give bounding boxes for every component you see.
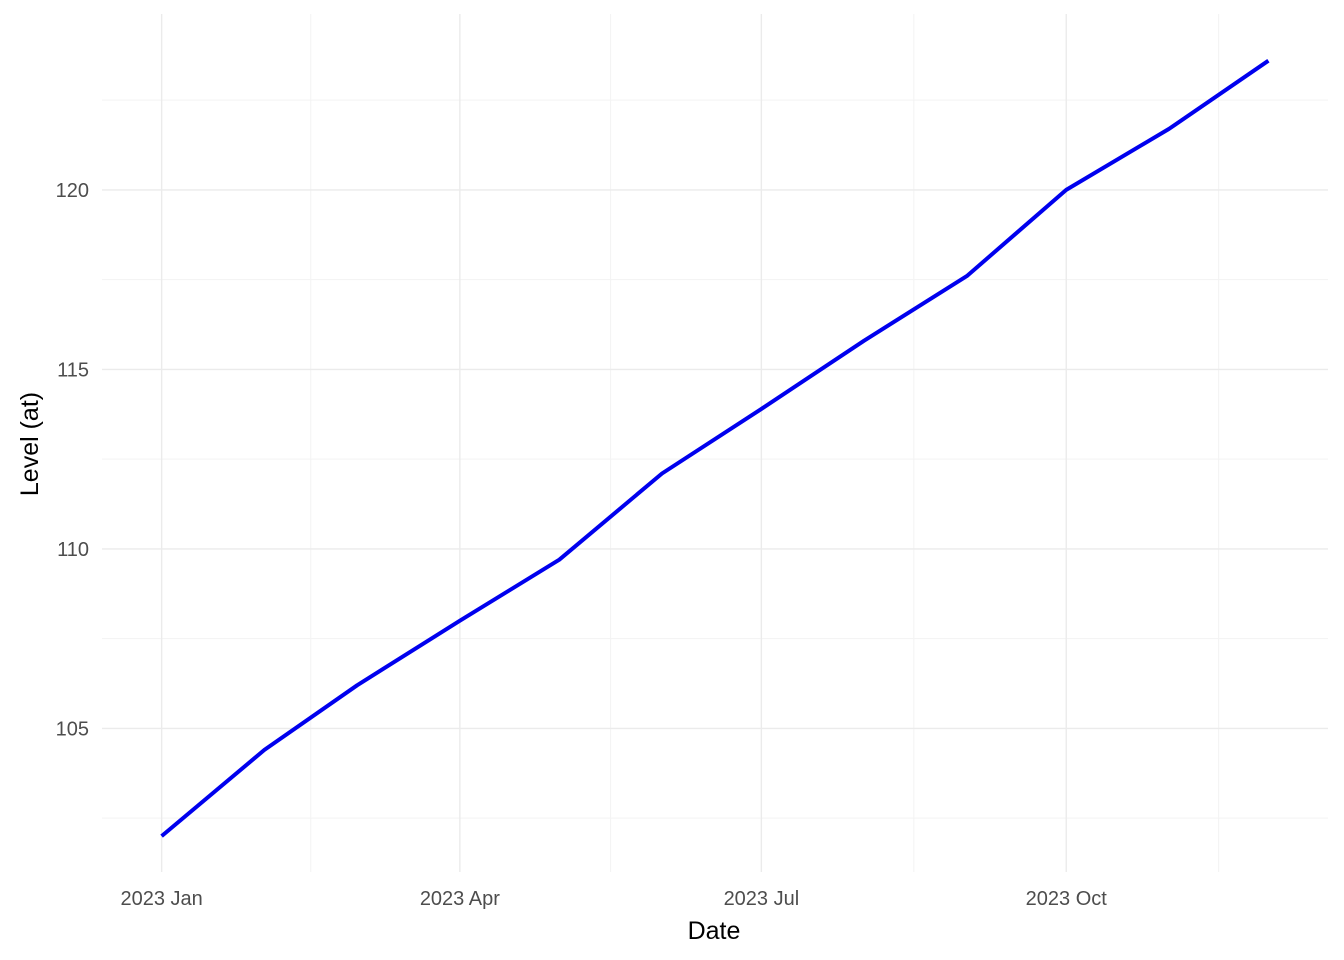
tick-labels: 105 110 115 120 2023 Jan 2023 Apr 2023 Jul 2023… (56, 180, 1108, 910)
y-tick-label: 120 (56, 180, 89, 202)
y-tick-label: 115 (57, 359, 89, 381)
grid (102, 14, 1328, 872)
x-tick-label: 2023 Jan (120, 888, 202, 910)
x-tick-label: 2023 Oct (1026, 888, 1108, 910)
y-tick-label: 110 (57, 539, 89, 561)
y-tick-label: 105 (56, 718, 89, 740)
x-tick-label: 2023 Jul (724, 888, 800, 910)
series-line (160, 59, 1270, 838)
x-axis-title: Date (688, 917, 741, 945)
y-axis-title: Level (at) (16, 392, 44, 496)
x-tick-label: 2023 Apr (420, 888, 500, 910)
series-layer (160, 59, 1270, 838)
